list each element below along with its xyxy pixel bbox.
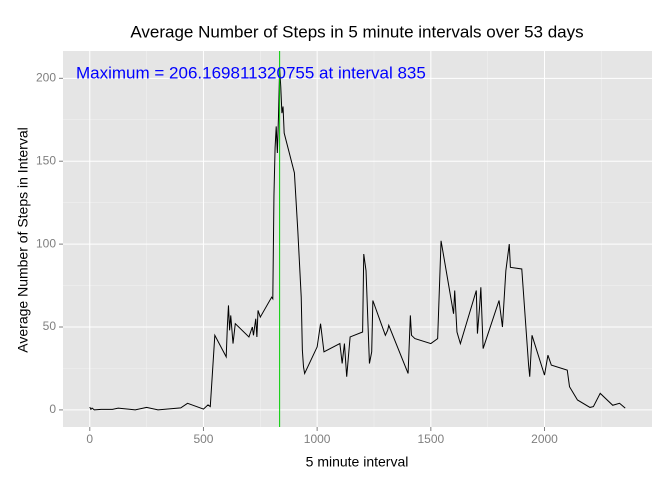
chart-title: Average Number of Steps in 5 minute inte… — [130, 22, 583, 41]
y-tick-label: 100 — [36, 236, 56, 250]
x-tick-label: 500 — [193, 432, 213, 446]
y-axis-label: Average Number of Steps in Interval — [15, 127, 31, 352]
y-tick-label: 150 — [36, 153, 56, 167]
annotation: Maximum = 206.169811320755 at interval 8… — [76, 63, 426, 82]
y-tick-label: 0 — [49, 402, 56, 416]
data-line — [89, 68, 626, 411]
plot-background — [63, 51, 652, 427]
y-tick-label: 50 — [43, 319, 57, 333]
x-tick-label: 1500 — [417, 432, 444, 446]
x-tick-label: 2000 — [531, 432, 558, 446]
x-tick-label: 0 — [86, 432, 93, 446]
y-tick-label: 200 — [36, 70, 56, 84]
x-tick-label: 1000 — [304, 432, 331, 446]
x-axis-label: 5 minute interval — [306, 454, 409, 470]
